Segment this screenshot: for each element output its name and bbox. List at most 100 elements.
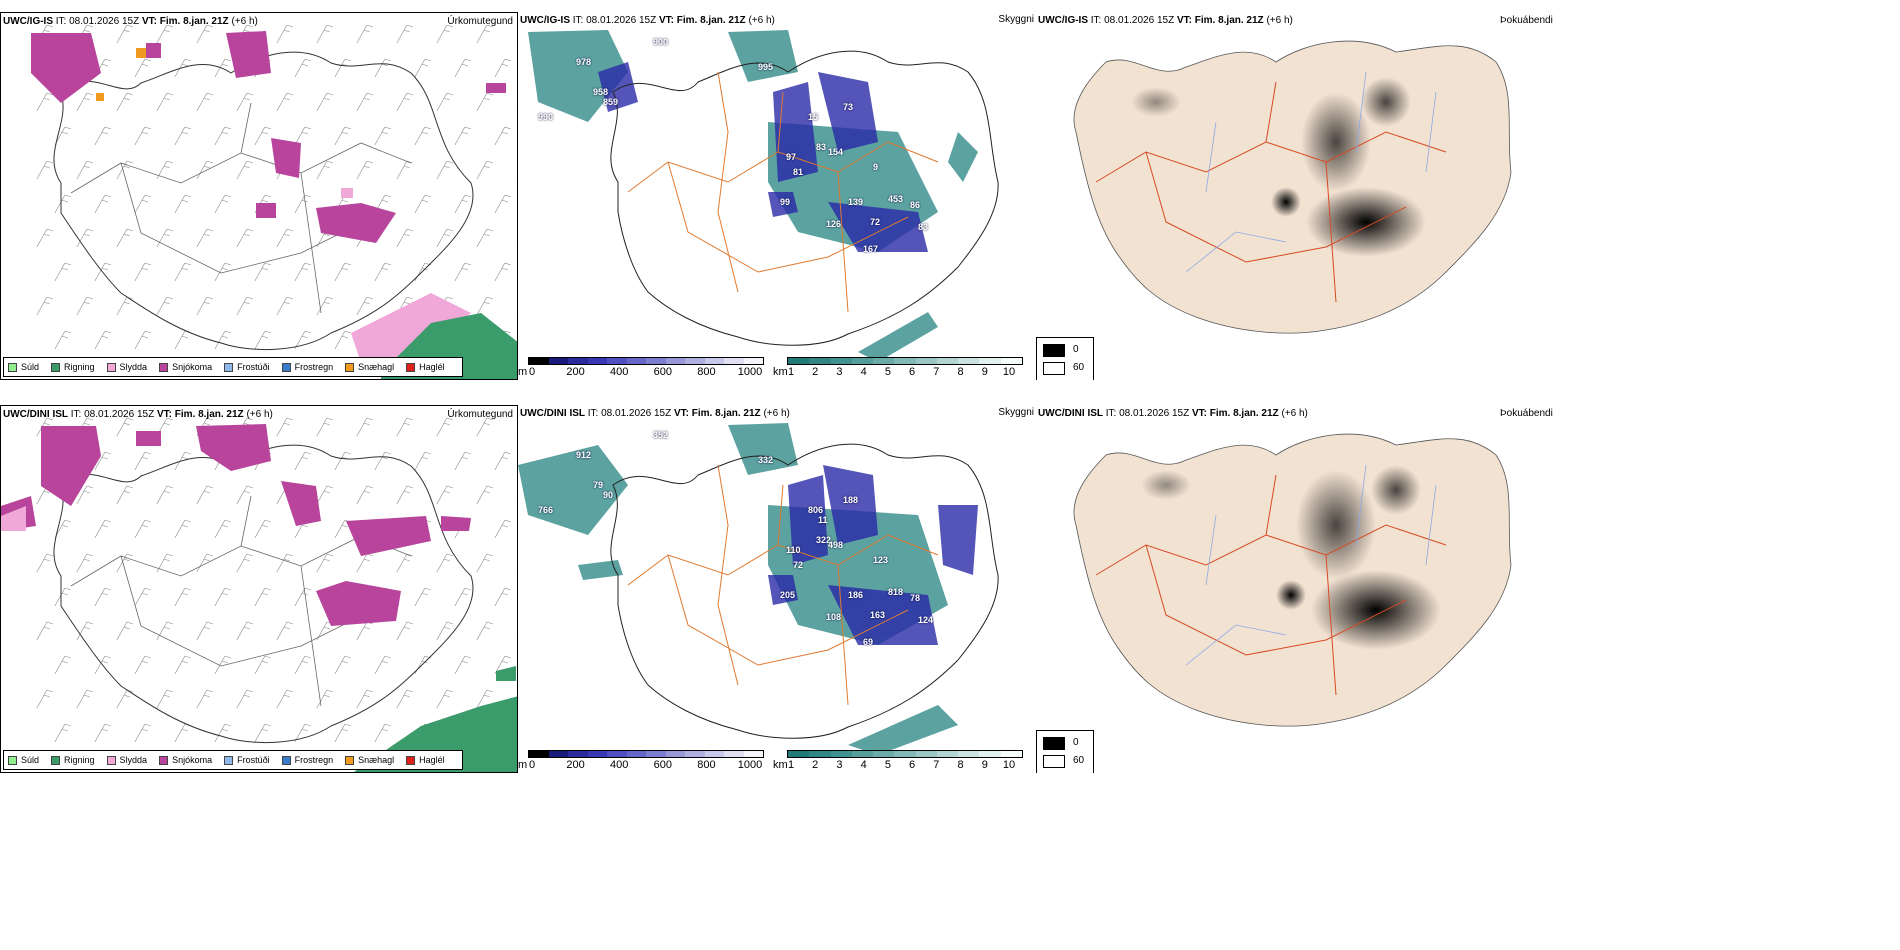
scale-bar: [528, 750, 764, 758]
wind-barb: [334, 723, 351, 743]
scale-tick-label: 0: [528, 366, 536, 378]
legend-label: Súld: [21, 362, 40, 372]
wind-barb: [254, 262, 271, 282]
scale-step: [704, 358, 724, 364]
wind-barb: [196, 485, 213, 505]
wind-barb: [134, 126, 151, 146]
scale-step: [958, 358, 980, 364]
scale-unit: m: [518, 366, 528, 378]
fog-legend: 0 60: [1036, 337, 1094, 380]
cloud-map-row1: [1073, 40, 1512, 334]
wind-barb: [196, 553, 213, 573]
wind-barb: [414, 587, 431, 607]
wind-barb: [174, 262, 191, 282]
wind-barb: [116, 24, 133, 44]
fog-legend: 0 60: [1036, 730, 1094, 773]
legend-swatch: [51, 755, 61, 765]
wind-barb: [316, 24, 333, 44]
wind-barb: [316, 296, 333, 316]
scale-unit: km: [773, 366, 788, 378]
visibility-value-label: 995: [758, 62, 774, 72]
scale-bar: [787, 750, 1023, 758]
wind-barb: [476, 485, 493, 505]
legend-swatch: [106, 755, 116, 765]
roads-red: [1095, 474, 1447, 696]
wind-barb: [276, 24, 293, 44]
scale-tick-label: 7: [933, 366, 940, 378]
scale-step: [646, 358, 666, 364]
scale-tick-label: 1000: [737, 759, 763, 771]
visibility-blue-areas: [768, 465, 978, 645]
legend-swatch: [106, 362, 116, 372]
wind-barb: [196, 621, 213, 641]
wind-barb: [36, 160, 53, 180]
scale-tick-label: 400: [610, 366, 629, 378]
scale-tick-label: 4: [860, 366, 867, 378]
wind-barb: [54, 330, 71, 350]
roads-red: [1095, 81, 1447, 303]
wind-barb: [214, 587, 231, 607]
wind-barb: [214, 262, 231, 282]
sleet-areas: [1, 506, 26, 531]
wind-barb: [174, 330, 191, 350]
wind-barb: [174, 58, 191, 78]
wind-barb: [156, 296, 173, 316]
wind-barb: [174, 587, 191, 607]
precip-legend: Súld Rigning Slydda Snjókoma Frostúði Frostre…: [3, 357, 463, 377]
wind-barb: [76, 160, 93, 180]
scale-step: [958, 751, 980, 757]
wind-barb: [174, 194, 191, 214]
legend-swatch: [224, 755, 234, 765]
scale-unit: m: [518, 759, 528, 771]
panel-title: Skyggni: [998, 407, 1034, 418]
legend-item: Snæhagl: [345, 362, 394, 372]
cloud-panel-row1: UWC/IG-IS IT: 08.01.2026 15Z VT: Fim. 8.…: [1036, 12, 1900, 380]
sleet-hail-areas: [96, 48, 146, 101]
panel-header: UWC/DINI ISL IT: 08.01.2026 15Z VT: Fim.…: [520, 408, 790, 419]
wind-barb: [94, 262, 111, 282]
wind-barb: [254, 655, 271, 675]
wind-barb: [494, 58, 511, 78]
visibility-value-label: 859: [603, 97, 619, 107]
wind-barb: [36, 621, 53, 641]
wind-barb: [436, 24, 453, 44]
wind-barb: [236, 621, 253, 641]
legend-item: Súld: [8, 755, 39, 765]
scale-step: [607, 358, 627, 364]
wind-barb: [316, 417, 333, 437]
wind-barb: [76, 553, 93, 573]
scale-tick-label: 6: [909, 759, 916, 771]
roads-orange: [627, 464, 939, 706]
legend-item: Snæhagl: [345, 755, 394, 765]
wind-barb: [294, 587, 311, 607]
fog-legend-label: 60: [1073, 362, 1085, 373]
wind-barb: [54, 587, 71, 607]
scale-step: [587, 358, 607, 364]
visibility-value-label: 69: [863, 637, 874, 647]
wind-barb: [214, 723, 231, 743]
scale-tick-label: 5: [884, 366, 891, 378]
wind-barb: [494, 519, 511, 539]
visibility-value-label: 163: [870, 610, 886, 620]
visibility-value-label: 83: [918, 222, 929, 232]
wind-barb: [76, 621, 93, 641]
wind-barb: [214, 655, 231, 675]
wind-barb: [396, 92, 413, 112]
wind-barb: [454, 262, 471, 282]
scale-step: [685, 358, 705, 364]
wind-barb: [54, 194, 71, 214]
wind-barb: [316, 92, 333, 112]
visibility-value-label: 78: [910, 593, 921, 603]
wind-barb: [54, 655, 71, 675]
wind-barb: [134, 194, 151, 214]
visibility-value-label: 352: [653, 430, 669, 440]
legend-label: Frostúði: [237, 362, 270, 372]
wind-barb: [476, 689, 493, 709]
wind-barb: [396, 417, 413, 437]
wind-barb: [436, 228, 453, 248]
scale-step: [809, 358, 831, 364]
wind-barb: [116, 485, 133, 505]
wind-barb: [76, 296, 93, 316]
visibility-value-label: 139: [848, 197, 864, 207]
scale-bar: [528, 357, 764, 365]
